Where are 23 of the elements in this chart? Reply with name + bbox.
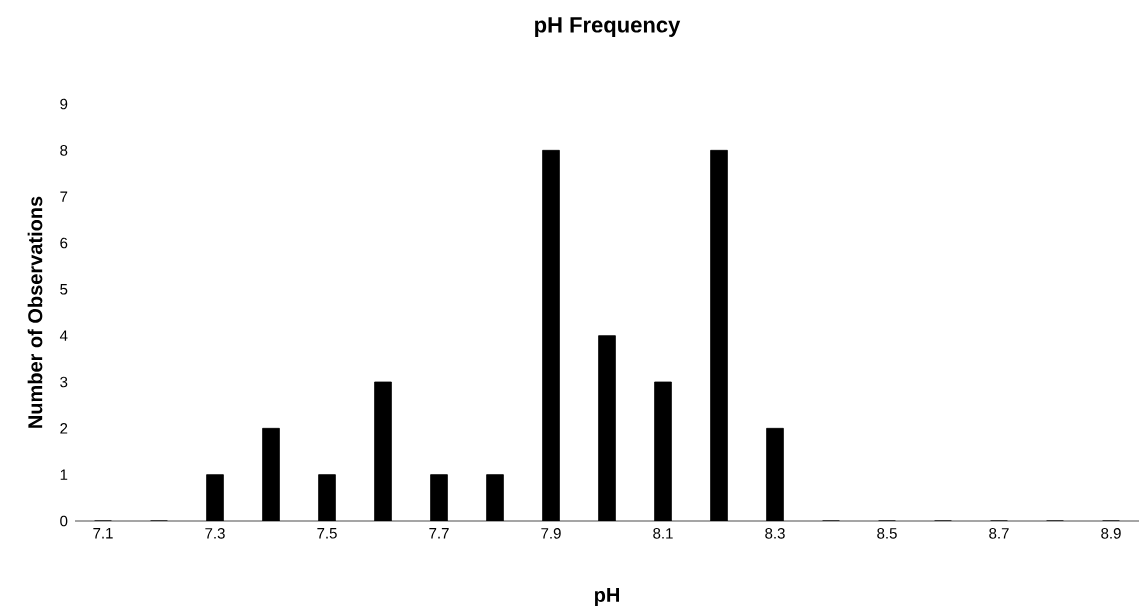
x-axis-title: pH (594, 588, 619, 606)
x-tick-label: 8.1 (653, 528, 673, 539)
x-tick-label: 7.1 (93, 528, 113, 539)
chart-title: pH Frequency (535, 17, 681, 37)
y-tick-label: 1 (60, 469, 68, 480)
x-tick-label: 8.3 (765, 528, 785, 539)
y-tick-label: 9 (60, 98, 68, 110)
y-tick-label: 2 (60, 423, 68, 434)
y-tick-label: 3 (60, 376, 68, 388)
y-tick-label: 4 (59, 330, 68, 341)
x-tick-label: 7.5 (317, 528, 337, 539)
y-tick-label: 5 (60, 284, 68, 295)
y-tick-label: 6 (60, 237, 68, 249)
y-axis-title: Number of Observations (27, 196, 43, 428)
y-tick-label: 8 (60, 145, 68, 156)
y-tick-label: 7 (60, 191, 68, 202)
x-tick-label: 7.7 (429, 528, 449, 539)
x-tick-label: 7.9 (541, 528, 561, 539)
y-tick-label: 0 (60, 515, 68, 527)
x-tick-label: 8.7 (989, 528, 1009, 539)
x-tick-label: 7.3 (205, 528, 225, 539)
x-tick-label: 8.9 (1101, 528, 1121, 539)
x-tick-label: 8.5 (877, 528, 897, 539)
